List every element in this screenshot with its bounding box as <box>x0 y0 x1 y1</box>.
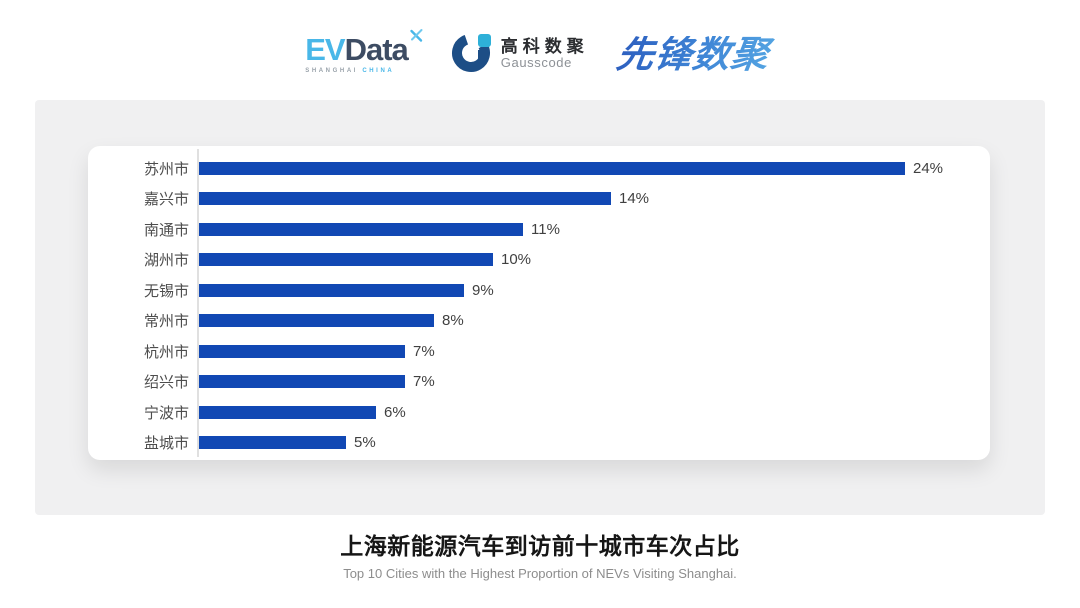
bar <box>199 314 434 328</box>
value-label: 24% <box>913 159 944 177</box>
evdata-data-text: Data <box>344 32 409 67</box>
category-label: 绍兴市 <box>143 374 189 392</box>
evdata-logo: EV Data SHANGHAI CHINA <box>305 29 423 74</box>
category-label: 湖州市 <box>143 252 189 270</box>
chart-row: 杭州市 7% <box>88 336 990 367</box>
y-axis-line <box>197 149 199 457</box>
value-label: 8% <box>442 312 464 330</box>
evdata-shanghai-text: SHANGHAI <box>305 68 359 74</box>
category-label: 盐城市 <box>143 435 189 453</box>
chart-row: 无锡市 9% <box>88 275 990 306</box>
bar-wrap: 11% <box>199 221 560 238</box>
chart-title: 上海新能源汽车到访前十城市车次占比 <box>340 533 740 559</box>
chart-row: 苏州市 24% <box>88 153 990 184</box>
chart-rows: 苏州市 24% 嘉兴市 14% 南通市 11% 湖州市 10% 无锡市 9% 常州市 8% 杭州市 7% 绍… <box>88 153 990 458</box>
category-label: 南通市 <box>143 221 189 239</box>
bar <box>199 253 493 267</box>
value-label: 7% <box>413 342 435 360</box>
bar-wrap: 14% <box>199 190 649 207</box>
value-label: 7% <box>413 373 435 391</box>
bar-wrap: 7% <box>199 373 435 390</box>
value-label: 9% <box>472 281 494 299</box>
chart-row: 常州市 8% <box>88 306 990 337</box>
value-label: 14% <box>619 190 650 208</box>
bar-wrap: 24% <box>199 160 943 177</box>
value-label: 10% <box>501 251 532 269</box>
evdata-china-text: CHINA <box>362 68 395 74</box>
bar <box>199 405 376 419</box>
chart-card: 苏州市 24% 嘉兴市 14% 南通市 11% 湖州市 10% 无锡市 9% 常州市 8% 杭州市 7% 绍… <box>35 100 1045 515</box>
sparkle-x-icon <box>409 28 424 47</box>
category-label: 宁波市 <box>143 404 189 422</box>
chart-row: 嘉兴市 14% <box>88 184 990 215</box>
bar <box>199 222 523 236</box>
bar <box>199 283 464 297</box>
gausscode-en-name: Gausscode <box>500 55 572 71</box>
bar-wrap: 7% <box>199 343 435 360</box>
gausscode-cn-name: 高科数聚 <box>500 36 589 56</box>
value-label: 5% <box>354 434 376 452</box>
chart-row: 宁波市 6% <box>88 397 990 428</box>
bar <box>199 436 346 450</box>
xianfeng-logo: 先锋数聚 <box>614 34 777 75</box>
chart-panel: 苏州市 24% 嘉兴市 14% 南通市 11% 湖州市 10% 无锡市 9% 常州市 8% 杭州市 7% 绍… <box>88 146 990 460</box>
category-label: 常州市 <box>143 313 189 331</box>
category-label: 杭州市 <box>143 343 189 361</box>
chart-row: 盐城市 5% <box>88 428 990 459</box>
evdata-subtitle: SHANGHAI CHINA <box>305 68 394 74</box>
gausscode-g-icon <box>451 31 493 78</box>
evdata-ev-text: EV <box>305 32 345 67</box>
header-logos: EV Data SHANGHAI CHINA 高科数聚 Gausscode <box>0 22 1080 86</box>
chart-row: 湖州市 10% <box>88 245 990 276</box>
bar-wrap: 6% <box>199 404 406 421</box>
value-label: 6% <box>384 403 406 421</box>
category-label: 嘉兴市 <box>143 191 189 209</box>
bar-wrap: 5% <box>199 434 376 451</box>
bar <box>199 344 405 358</box>
chart-row: 南通市 11% <box>88 214 990 245</box>
bar-wrap: 10% <box>199 251 531 268</box>
bar-wrap: 9% <box>199 282 494 299</box>
category-label: 苏州市 <box>143 160 189 178</box>
chart-row: 绍兴市 7% <box>88 367 990 398</box>
evdata-wordmark: EV Data <box>305 29 423 67</box>
bar <box>199 161 905 175</box>
bar <box>199 192 611 206</box>
bar-wrap: 8% <box>199 312 464 329</box>
category-label: 无锡市 <box>143 282 189 300</box>
value-label: 11% <box>531 220 560 238</box>
chart-subtitle: Top 10 Cities with the Highest Proportio… <box>343 566 737 581</box>
bar <box>199 375 405 389</box>
gausscode-logo: 高科数聚 Gausscode <box>451 31 589 78</box>
